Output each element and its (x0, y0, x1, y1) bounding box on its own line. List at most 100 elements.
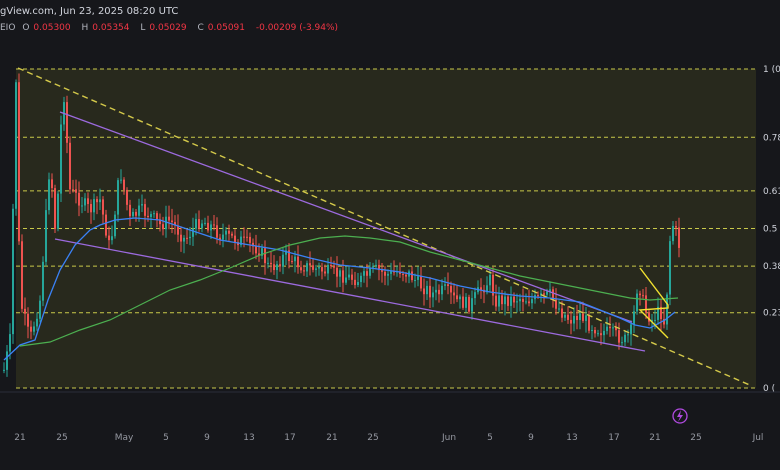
candle-body (519, 298, 521, 302)
candle-body (174, 222, 176, 226)
candle-body (288, 250, 290, 262)
candle-body (663, 319, 665, 325)
x-axis-tick-label: May (115, 433, 134, 443)
candle-body (384, 271, 386, 276)
candle-body (243, 236, 245, 238)
candle-body (360, 275, 362, 283)
lightning-icon[interactable] (672, 408, 688, 424)
candle-body (678, 227, 680, 248)
candle-body (57, 193, 59, 229)
candle-body (252, 242, 254, 247)
candle-body (675, 225, 677, 228)
candle-body (528, 301, 530, 304)
candle-body (645, 295, 647, 313)
candle-body (507, 296, 509, 306)
candle-body (432, 292, 434, 298)
candle-body (465, 296, 467, 308)
candle-body (126, 189, 128, 205)
candle-body (165, 216, 167, 230)
candle-body (204, 222, 206, 224)
candle-body (36, 318, 38, 327)
candle-body (660, 306, 662, 320)
candle-body (549, 289, 551, 292)
x-axis-tick-label: 9 (204, 433, 210, 443)
candle-body (18, 82, 20, 242)
chart-overlays (3, 67, 753, 387)
candle-body (9, 334, 11, 352)
candle-body (648, 312, 650, 322)
fib-level-label: 0.38 (763, 262, 780, 272)
candle-body (3, 369, 5, 371)
candle-body (516, 301, 518, 303)
lightning-icon-ring[interactable] (672, 408, 688, 424)
candle-body (231, 233, 233, 236)
candle-body (246, 236, 248, 238)
candle-body (306, 263, 308, 272)
candle-body (234, 235, 236, 243)
x-axis-tick-label: 5 (487, 433, 493, 443)
candle-body (486, 285, 488, 293)
candle-body (552, 289, 554, 300)
candle-body (669, 241, 671, 295)
candle-body (78, 192, 80, 206)
x-axis-tick-label: 25 (56, 433, 67, 443)
candle-body (303, 270, 305, 272)
bull-flag-pattern (638, 267, 669, 339)
candle-body (129, 204, 131, 217)
candle-body (354, 279, 356, 286)
candle-body (93, 199, 95, 213)
candle-body (105, 214, 107, 236)
candle-body (372, 266, 374, 268)
candle-body (99, 199, 101, 203)
candle-body (570, 319, 572, 324)
candle-body (504, 296, 506, 305)
candle-body (585, 315, 587, 321)
candle-body (183, 237, 185, 242)
candle-body (261, 248, 263, 256)
candle-body (588, 315, 590, 331)
close-value: C 0.05091 (197, 23, 245, 33)
candle-body (321, 267, 323, 272)
candle-body (102, 199, 104, 215)
open-value: O 0.05300 (22, 23, 71, 33)
candle-body (546, 291, 548, 295)
candle-body (579, 313, 581, 321)
x-axis-tick-label: Jul (752, 433, 764, 443)
source-line: gView.com, Jun 23, 2025 08:20 UTC (0, 6, 179, 17)
x-axis-tick-label: 17 (284, 433, 295, 443)
candle-body (300, 267, 302, 271)
wedge-lower-line (54, 238, 646, 352)
candle-body (441, 285, 443, 295)
candle-body (348, 274, 350, 278)
ma-slow-line (19, 235, 679, 347)
change-value: -0.00209 (-3.94%) (255, 23, 339, 33)
candle-body (444, 284, 446, 286)
candle-body (618, 330, 620, 343)
fib-retracement[interactable]: 1 (0 0.78 0.61 0.5 0.38 0.23 0 ( (16, 65, 780, 394)
candle-body (39, 300, 41, 319)
candle-body (180, 234, 182, 242)
candle-body (276, 264, 278, 271)
candle-body (324, 271, 326, 274)
candle-body (459, 296, 461, 300)
candle-body (327, 265, 329, 274)
candle-body (666, 294, 668, 325)
candle-body (522, 298, 524, 302)
candle-body (390, 271, 392, 274)
candle-body (141, 204, 143, 206)
candle-body (555, 299, 557, 309)
ma-fast-line (3, 217, 676, 361)
x-axis-tick-label: 25 (367, 433, 378, 443)
candle-body (411, 271, 413, 281)
fib-level-label: 1 (0 (763, 65, 780, 75)
candle-body (267, 262, 269, 264)
price-chart[interactable]: 1 (0 0.78 0.61 0.5 0.38 0.23 0 ( 21 25 May 5 9 13 17… (0, 40, 780, 470)
candle-body (138, 205, 140, 216)
ticker-label[interactable]: EIO (0, 23, 16, 33)
candle-body (582, 313, 584, 321)
candle-body (405, 274, 407, 277)
candle-body (501, 295, 503, 305)
candle-body (225, 230, 227, 235)
